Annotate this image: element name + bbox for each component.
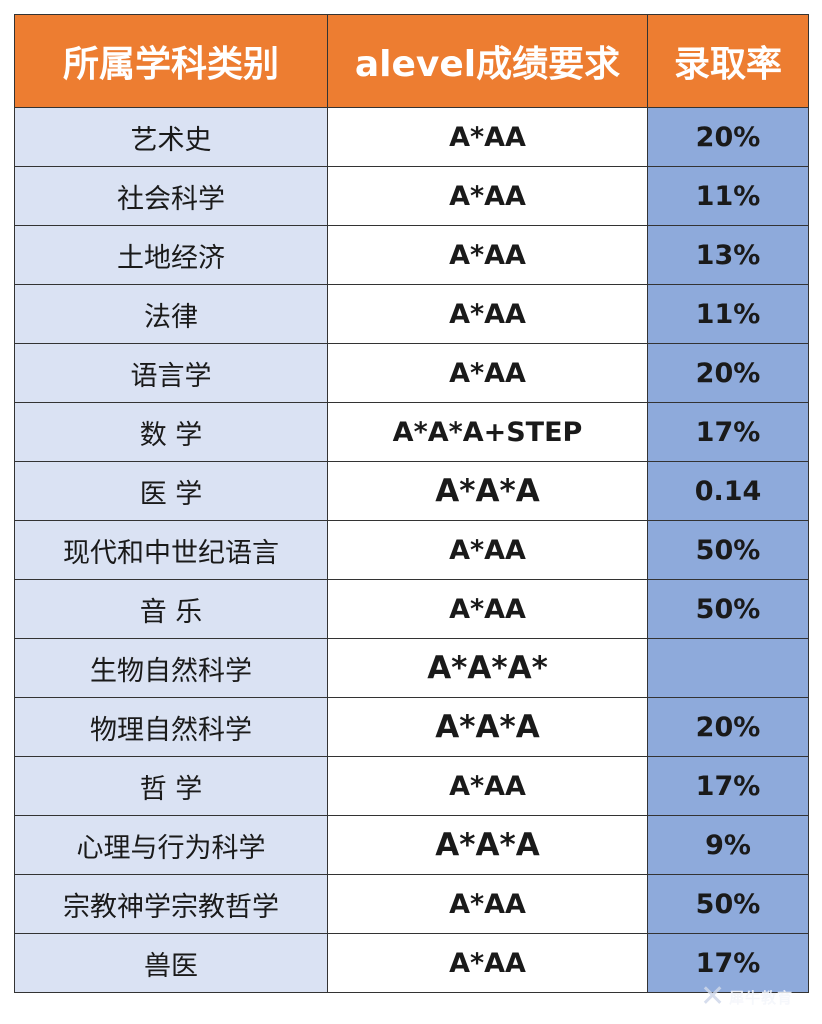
subject-cell: 生物自然科学: [14, 638, 328, 698]
table-row: 音 乐 A*AA 50%: [14, 579, 809, 639]
table-row: 心理与行为科学 A*A*A 9%: [14, 815, 809, 875]
header-requirement: alevel成绩要求: [327, 14, 648, 108]
logo-icon: ✕: [700, 979, 726, 1014]
requirement-cell: A*AA: [327, 225, 648, 285]
table-row: 社会科学 A*AA 11%: [14, 166, 809, 226]
subject-cell: 兽医: [14, 933, 328, 993]
rate-cell: 9%: [647, 815, 809, 875]
table-row: 医 学 A*A*A 0.14: [14, 461, 809, 521]
header-subject: 所属学科类别: [14, 14, 328, 108]
requirement-cell: A*A*A: [327, 697, 648, 757]
subject-cell: 医 学: [14, 461, 328, 521]
requirement-cell: A*AA: [327, 874, 648, 934]
requirement-cell: A*A*A*: [327, 638, 648, 698]
watermark: ✕ 犀牛教育: [700, 976, 818, 1018]
table-row: 语言学 A*AA 20%: [14, 343, 809, 403]
table-row: 哲 学 A*AA 17%: [14, 756, 809, 816]
rate-cell: 20%: [647, 343, 809, 403]
rate-cell: 17%: [647, 756, 809, 816]
requirement-cell: A*AA: [327, 520, 648, 580]
requirement-cell: A*AA: [327, 933, 648, 993]
rate-cell: 20%: [647, 107, 809, 167]
subject-cell: 数 学: [14, 402, 328, 462]
subject-cell: 法律: [14, 284, 328, 344]
rate-cell: [647, 638, 809, 698]
requirement-cell: A*A*A+STEP: [327, 402, 648, 462]
admission-table: 所属学科类别 alevel成绩要求 录取率 艺术史 A*AA 20% 社会科学 A*AA…: [14, 14, 809, 993]
table-row: 土地经济 A*AA 13%: [14, 225, 809, 285]
requirement-cell: A*AA: [327, 107, 648, 167]
rate-cell: 20%: [647, 697, 809, 757]
rate-cell: 50%: [647, 579, 809, 639]
requirement-cell: A*AA: [327, 166, 648, 226]
subject-cell: 社会科学: [14, 166, 328, 226]
table-row: 数 学 A*A*A+STEP 17%: [14, 402, 809, 462]
table-row: 生物自然科学 A*A*A*: [14, 638, 809, 698]
requirement-cell: A*A*A: [327, 815, 648, 875]
table-row: 宗教神学宗教哲学 A*AA 50%: [14, 874, 809, 934]
table-row: 兽医 A*AA 17%: [14, 933, 809, 993]
header-rate: 录取率: [647, 14, 809, 108]
requirement-cell: A*A*A: [327, 461, 648, 521]
subject-cell: 音 乐: [14, 579, 328, 639]
subject-cell: 哲 学: [14, 756, 328, 816]
table-row: 法律 A*AA 11%: [14, 284, 809, 344]
requirement-cell: A*AA: [327, 756, 648, 816]
rate-cell: 11%: [647, 166, 809, 226]
table-row: 物理自然科学 A*A*A 20%: [14, 697, 809, 757]
table-row: 艺术史 A*AA 20%: [14, 107, 809, 167]
rate-cell: 17%: [647, 933, 809, 993]
requirement-cell: A*AA: [327, 343, 648, 403]
subject-cell: 物理自然科学: [14, 697, 328, 757]
header-row: 所属学科类别 alevel成绩要求 录取率: [14, 14, 809, 108]
subject-cell: 土地经济: [14, 225, 328, 285]
rate-cell: 50%: [647, 520, 809, 580]
subject-cell: 现代和中世纪语言: [14, 520, 328, 580]
rate-cell: 0.14: [647, 461, 809, 521]
rate-cell: 17%: [647, 402, 809, 462]
requirement-cell: A*AA: [327, 579, 648, 639]
watermark-text: 犀牛教育: [729, 988, 794, 1007]
subject-cell: 心理与行为科学: [14, 815, 328, 875]
subject-cell: 语言学: [14, 343, 328, 403]
rate-cell: 11%: [647, 284, 809, 344]
subject-cell: 宗教神学宗教哲学: [14, 874, 328, 934]
rate-cell: 50%: [647, 874, 809, 934]
rate-cell: 13%: [647, 225, 809, 285]
table-row: 现代和中世纪语言 A*AA 50%: [14, 520, 809, 580]
requirement-cell: A*AA: [327, 284, 648, 344]
subject-cell: 艺术史: [14, 107, 328, 167]
